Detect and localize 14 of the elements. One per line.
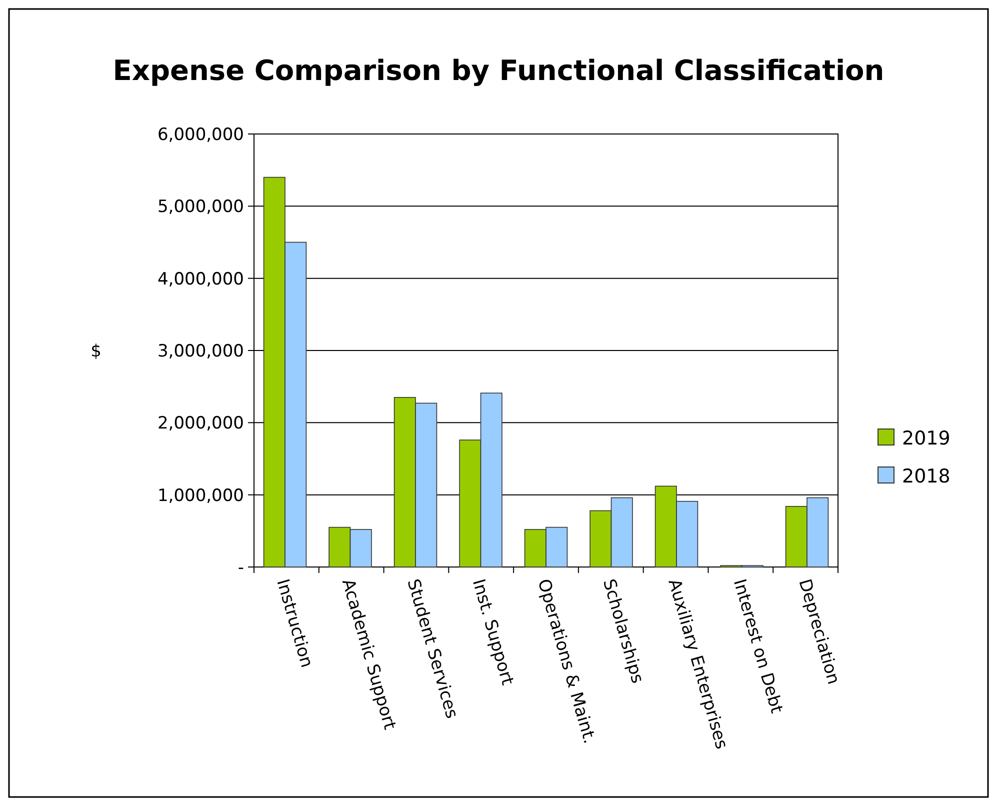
y-tick-label: 6,000,000 [157,124,244,145]
y-tick-label: 5,000,000 [157,197,244,218]
chart-title: Expense Comparison by Functional Classification [112,54,884,87]
y-tick-label: 4,000,000 [157,269,244,290]
y-tick-label: 2,000,000 [157,414,244,434]
y-tick-label: 1,000,000 [157,486,244,506]
x-tick-label: Interest on Debt [728,576,786,716]
y-tick-label: 3,000,000 [157,341,244,362]
x-tick-label: Student Services [402,576,462,721]
x-tick-label: Inst. Support [468,576,518,688]
legend-label: 2018 [902,466,950,488]
legend-label: 2019 [902,428,950,450]
y-axis-title: $ [90,341,102,362]
y-tick-label: - [238,558,244,578]
